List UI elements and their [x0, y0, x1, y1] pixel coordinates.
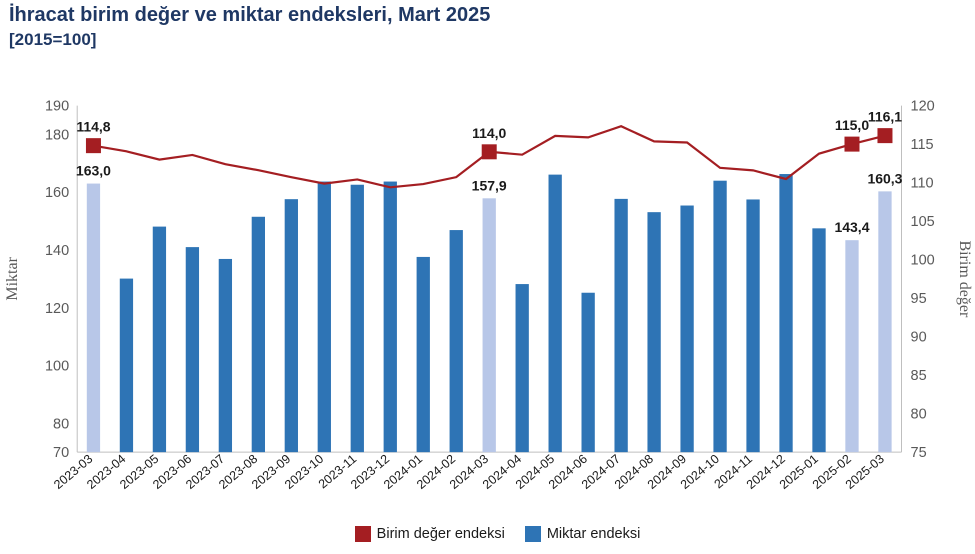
svg-text:140: 140: [45, 243, 69, 259]
svg-text:75: 75: [911, 445, 927, 461]
svg-text:80: 80: [911, 407, 927, 423]
svg-text:160: 160: [45, 185, 69, 201]
svg-text:110: 110: [911, 176, 934, 192]
svg-text:114,0: 114,0: [472, 125, 506, 141]
svg-text:80: 80: [53, 416, 69, 432]
svg-text:120: 120: [45, 301, 69, 317]
svg-text:85: 85: [911, 368, 927, 384]
svg-text:190: 190: [45, 99, 69, 115]
svg-text:115: 115: [911, 137, 934, 153]
svg-text:143,4: 143,4: [834, 219, 869, 235]
svg-text:116,1: 116,1: [868, 109, 902, 125]
svg-text:90: 90: [911, 330, 927, 346]
svg-text:120: 120: [911, 99, 935, 115]
svg-text:115,0: 115,0: [835, 117, 869, 133]
svg-text:160,3: 160,3: [867, 170, 902, 186]
svg-text:95: 95: [911, 291, 927, 307]
svg-text:163,0: 163,0: [76, 163, 111, 179]
svg-text:114,8: 114,8: [76, 119, 110, 135]
svg-text:180: 180: [45, 127, 69, 143]
svg-text:105: 105: [911, 214, 935, 230]
svg-text:100: 100: [45, 359, 69, 375]
svg-text:100: 100: [911, 253, 935, 269]
svg-text:157,9: 157,9: [472, 177, 507, 193]
svg-text:Miktar: Miktar: [4, 256, 21, 300]
svg-text:70: 70: [53, 445, 69, 461]
svg-text:Birim değer: Birim değer: [956, 240, 973, 318]
